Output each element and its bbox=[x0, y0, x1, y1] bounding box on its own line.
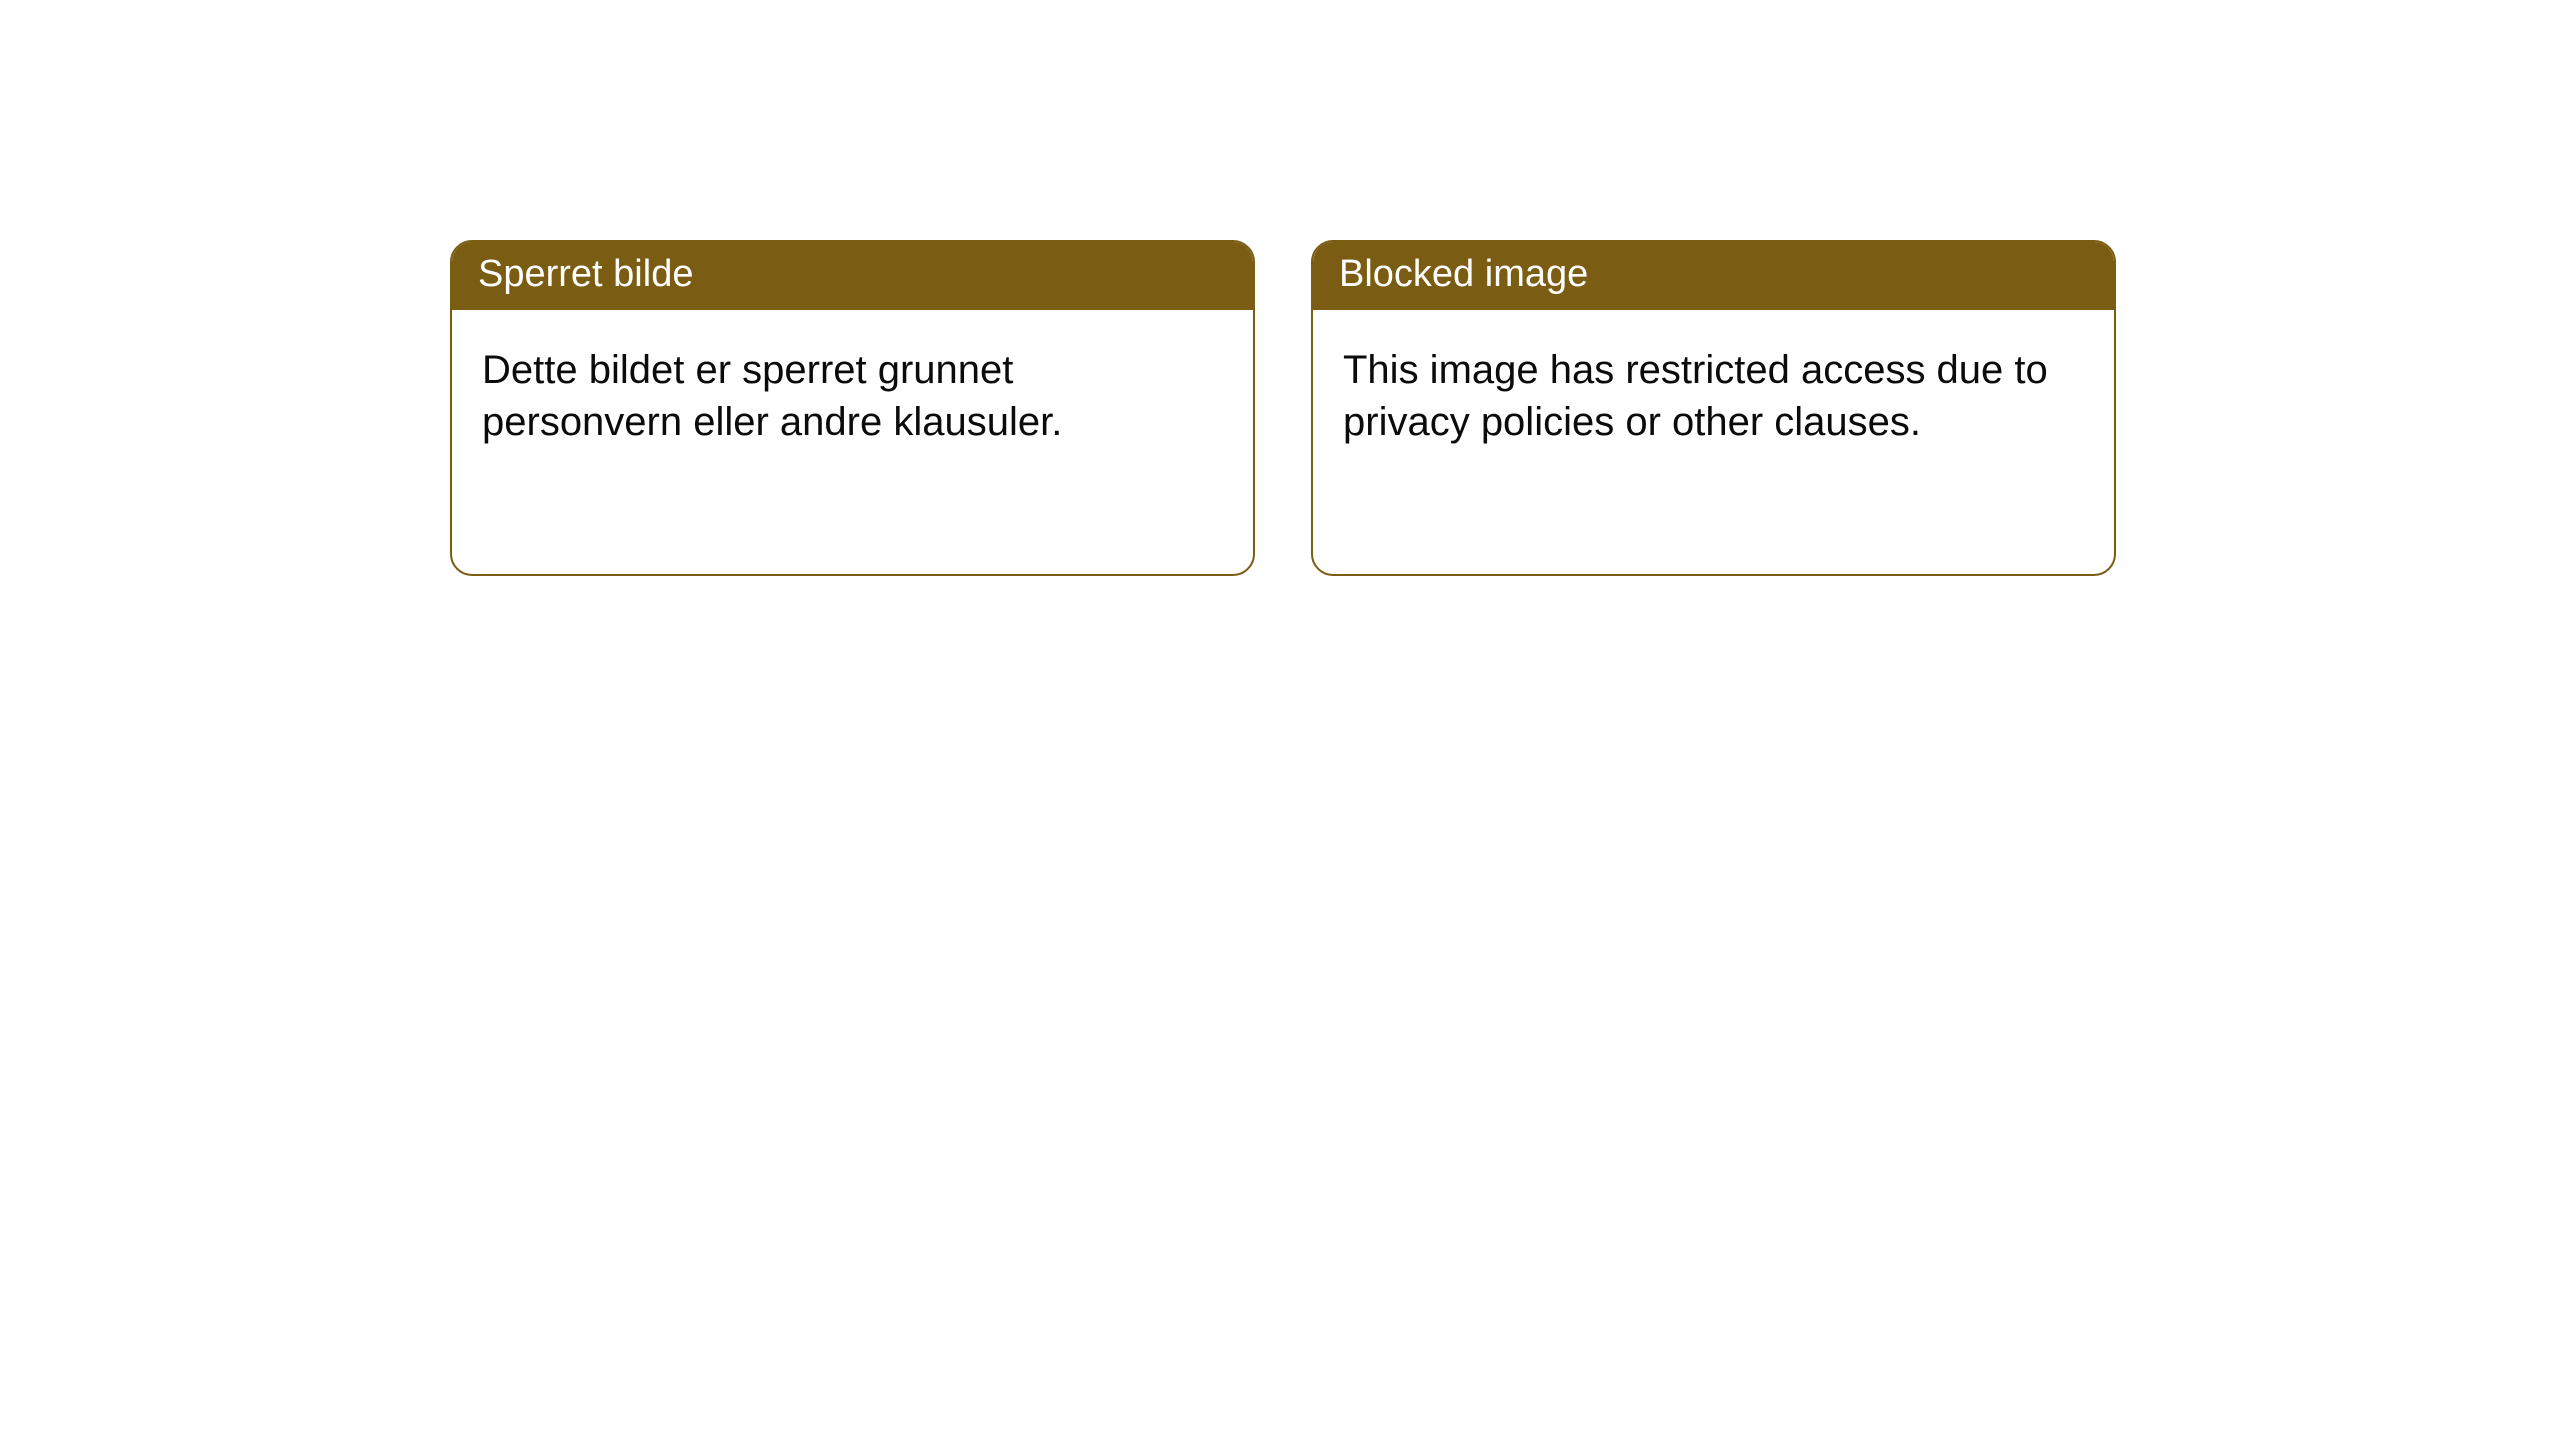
notice-card-norwegian: Sperret bilde Dette bildet er sperret gr… bbox=[450, 240, 1255, 576]
notice-card-title: Blocked image bbox=[1313, 242, 2114, 310]
notice-cards-row: Sperret bilde Dette bildet er sperret gr… bbox=[450, 240, 2116, 576]
page-canvas: Sperret bilde Dette bildet er sperret gr… bbox=[0, 0, 2560, 1440]
notice-card-body: This image has restricted access due to … bbox=[1313, 310, 2114, 482]
notice-card-title: Sperret bilde bbox=[452, 242, 1253, 310]
notice-card-body: Dette bildet er sperret grunnet personve… bbox=[452, 310, 1253, 482]
notice-card-english: Blocked image This image has restricted … bbox=[1311, 240, 2116, 576]
